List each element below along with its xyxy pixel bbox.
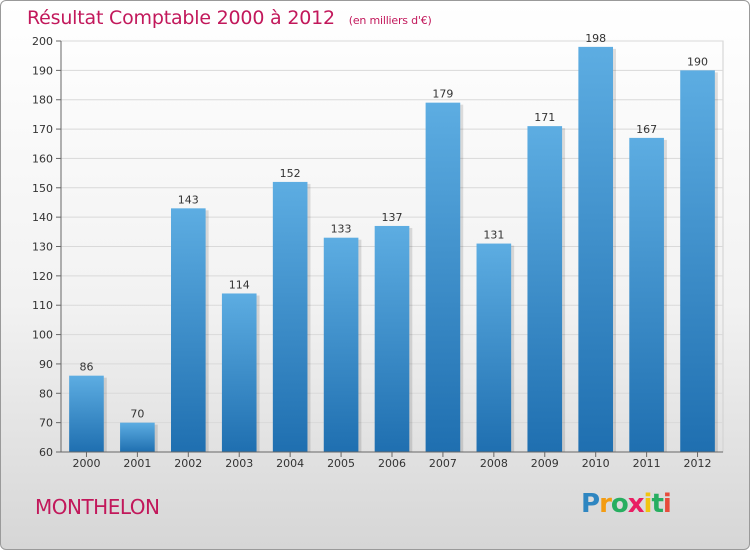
x-tick-label: 2012 (684, 457, 712, 470)
y-tick-label: 160 (32, 152, 53, 165)
data-label-2000: 86 (79, 361, 93, 374)
data-label-2006: 137 (382, 211, 403, 224)
y-tick-label: 100 (32, 329, 53, 342)
commune-name: MONTHELON (35, 495, 160, 519)
y-tick-label: 150 (32, 182, 53, 195)
logo-letter: i (643, 489, 653, 519)
chart-title: Résultat Comptable 2000 à 2012 (en milli… (27, 7, 432, 29)
y-tick-label: 120 (32, 270, 53, 283)
data-label-2007: 179 (432, 88, 453, 101)
x-axis: 2000 2001 2002 2003 2004 2005 2006 2007 2008 2009… (61, 451, 723, 470)
x-tick-label: 2011 (633, 457, 661, 470)
data-label-2001: 70 (130, 408, 144, 421)
bar-2004 (272, 181, 308, 452)
bar-2001 (120, 422, 155, 452)
y-tick-label: 200 (32, 35, 53, 48)
data-label-2012: 190 (687, 55, 708, 68)
x-tick-label: 2001 (123, 457, 151, 470)
x-tick-label: 2003 (225, 457, 253, 470)
y-tick-label: 60 (39, 446, 53, 459)
data-label-2005: 133 (331, 223, 352, 236)
x-tick-label: 2008 (480, 457, 508, 470)
x-tick-label: 2005 (327, 457, 355, 470)
logo-letter: o (610, 489, 629, 519)
bar-2006 (374, 225, 410, 452)
y-tick-label: 170 (32, 123, 53, 136)
bar-2002 (170, 208, 206, 452)
logo-letter: r (599, 489, 612, 519)
data-label-2009: 171 (534, 111, 555, 124)
bar-2007 (425, 102, 461, 453)
x-tick-label: 2000 (72, 457, 100, 470)
proxiti-logo: Proxiti (581, 489, 672, 519)
logo-letter: i (662, 489, 672, 519)
logo-letter: P (581, 489, 600, 519)
y-tick-label: 80 (39, 387, 53, 400)
x-tick-label: 2010 (582, 457, 610, 470)
bar-2011 (629, 137, 664, 452)
y-tick-label: 130 (32, 241, 53, 254)
bar-2010 (578, 46, 614, 452)
bar-2000 (69, 375, 104, 452)
chart-title-text: Résultat Comptable 2000 à 2012 (27, 7, 335, 29)
bar-2008 (476, 243, 512, 452)
data-label-2004: 152 (280, 167, 301, 180)
x-tick-label: 2004 (276, 457, 304, 470)
x-tick-label: 2007 (429, 457, 457, 470)
logo-letter: x (627, 489, 645, 519)
data-label-2003: 114 (229, 278, 250, 291)
chart-subtitle: (en milliers d'€) (348, 14, 432, 27)
data-label-2010: 198 (585, 32, 606, 45)
x-tick-label: 2009 (531, 457, 559, 470)
y-tick-label: 110 (32, 299, 53, 312)
x-tick-label: 2002 (174, 457, 202, 470)
data-label-2002: 143 (178, 193, 199, 206)
y-tick-label: 140 (32, 211, 53, 224)
y-tick-label: 180 (32, 94, 53, 107)
x-tick-label: 2006 (378, 457, 406, 470)
y-axis: 60 70 80 90 100 110 120 130 140 150 160 170 180 190 20… (32, 35, 62, 459)
data-label-2011: 167 (636, 123, 657, 136)
data-label-2008: 131 (483, 229, 504, 242)
y-tick-label: 190 (32, 64, 53, 77)
y-tick-label: 70 (39, 417, 53, 430)
bars: 86 70 143 114 152 133 137 179 131 171 198 167 190 (69, 32, 718, 453)
bar-2009 (527, 126, 563, 452)
logo-letter: t (651, 489, 663, 519)
y-tick-label: 90 (39, 358, 53, 371)
bar-2012 (680, 70, 715, 452)
bar-2003 (221, 293, 257, 452)
bar-2005 (323, 237, 359, 452)
